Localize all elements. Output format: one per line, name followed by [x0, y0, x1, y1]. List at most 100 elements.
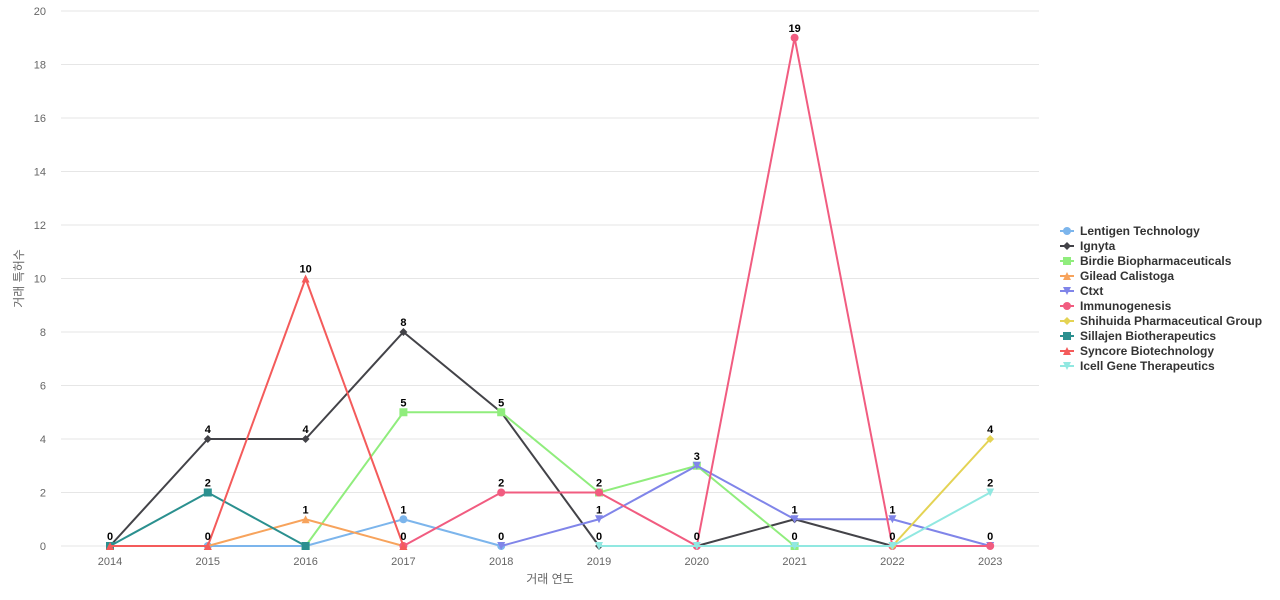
data-label: 0 — [107, 531, 113, 543]
series-area — [106, 33, 995, 550]
data-point[interactable] — [399, 328, 408, 336]
data-label: 1 — [792, 504, 798, 516]
data-point[interactable] — [106, 542, 114, 550]
y-tick-label: 20 — [34, 6, 46, 18]
data-point[interactable] — [888, 542, 897, 550]
y-tick-label: 8 — [40, 327, 46, 339]
data-label: 5 — [498, 397, 504, 409]
legend-label: Gilead Calistoga — [1080, 269, 1174, 283]
data-label: 0 — [889, 531, 895, 543]
legend-item[interactable]: Shihuida Pharmaceutical Group — [1060, 314, 1262, 328]
legend-marker — [1063, 227, 1071, 235]
legend-label: Ignyta — [1080, 239, 1116, 253]
y-tick-label: 10 — [34, 274, 46, 286]
series-8 — [106, 274, 408, 550]
x-tick-label: 2021 — [782, 556, 806, 568]
data-point[interactable] — [790, 542, 799, 550]
series-line — [500, 464, 991, 547]
series-line — [207, 518, 404, 547]
y-tick-label: 4 — [40, 434, 46, 446]
legend-item[interactable]: Immunogenesis — [1060, 299, 1172, 313]
legend-label: Shihuida Pharmaceutical Group — [1080, 314, 1262, 328]
legend-label: Birdie Biopharmaceuticals — [1080, 254, 1232, 268]
legend-marker — [1063, 332, 1071, 340]
data-label: 1 — [596, 504, 602, 516]
series-line — [891, 438, 991, 547]
data-label: 2 — [596, 478, 602, 490]
data-point[interactable] — [497, 408, 506, 417]
data-point[interactable] — [986, 435, 995, 443]
data-point[interactable] — [790, 33, 799, 42]
data-point[interactable] — [986, 542, 995, 550]
data-label: 19 — [788, 23, 800, 35]
data-point[interactable] — [203, 542, 212, 550]
grid — [61, 10, 1039, 547]
legend-item[interactable]: Ignyta — [1060, 239, 1116, 253]
legend-item[interactable]: Ctxt — [1060, 284, 1103, 298]
data-point[interactable] — [399, 542, 408, 550]
data-point[interactable] — [399, 515, 408, 524]
legend-label: Ctxt — [1080, 284, 1103, 298]
data-point[interactable] — [203, 435, 212, 443]
data-label: 1 — [303, 504, 309, 516]
series-line — [402, 36, 991, 547]
data-label: 0 — [792, 531, 798, 543]
legend-item[interactable]: Lentigen Technology — [1060, 224, 1200, 238]
data-point[interactable] — [595, 542, 603, 550]
data-point[interactable] — [301, 542, 310, 550]
series-line — [304, 411, 796, 547]
legend-item[interactable]: Birdie Biopharmaceuticals — [1060, 254, 1232, 268]
legend-marker — [1063, 242, 1071, 250]
data-point[interactable] — [301, 435, 310, 443]
x-axis-title: 거래 연도 — [526, 572, 574, 586]
data-point[interactable] — [399, 408, 408, 417]
x-tick-label: 2023 — [978, 556, 1002, 568]
data-point[interactable] — [203, 488, 212, 497]
x-tick-label: 2015 — [196, 556, 220, 568]
data-label: 4 — [303, 424, 310, 436]
x-tick-label: 2022 — [880, 556, 904, 568]
legend-marker — [1063, 257, 1071, 265]
legend-label: Syncore Biotechnology — [1080, 344, 1214, 358]
data-label: 2 — [498, 478, 504, 490]
y-tick-label: 18 — [34, 60, 46, 72]
data-point[interactable] — [497, 488, 506, 497]
legend-item[interactable]: Sillajen Biotherapeutics — [1060, 329, 1216, 343]
x-tick-label: 2018 — [489, 556, 513, 568]
data-point[interactable] — [301, 274, 310, 283]
data-point[interactable] — [888, 515, 897, 524]
data-label: 4 — [987, 424, 994, 436]
data-label: 8 — [400, 317, 406, 329]
data-label: 0 — [498, 531, 504, 543]
data-point[interactable] — [692, 542, 701, 550]
data-label: 1 — [400, 504, 406, 516]
legend-item[interactable]: Syncore Biotechnology — [1060, 344, 1214, 358]
x-tick-label: 2019 — [587, 556, 611, 568]
data-label: 0 — [987, 531, 993, 543]
data-point[interactable] — [595, 515, 603, 524]
data-label: 4 — [205, 424, 212, 436]
data-point[interactable] — [497, 542, 506, 550]
legend-marker — [1063, 347, 1071, 355]
data-label: 2 — [987, 478, 993, 490]
data-point[interactable] — [595, 488, 603, 497]
x-tick-label: 2016 — [293, 556, 317, 568]
data-label: 0 — [205, 531, 211, 543]
data-label: 5 — [400, 397, 406, 409]
legend-item[interactable]: Icell Gene Therapeutics — [1060, 359, 1215, 373]
legend-item[interactable]: Gilead Calistoga — [1060, 269, 1174, 283]
data-point[interactable] — [790, 515, 799, 524]
data-point[interactable] — [692, 461, 701, 470]
data-point[interactable] — [301, 515, 310, 524]
data-point[interactable] — [986, 488, 995, 497]
y-tick-label: 12 — [34, 220, 46, 232]
data-label: 0 — [596, 531, 602, 543]
x-tick-label: 2020 — [685, 556, 709, 568]
y-tick-label: 16 — [34, 113, 46, 125]
y-tick-label: 2 — [40, 488, 46, 500]
